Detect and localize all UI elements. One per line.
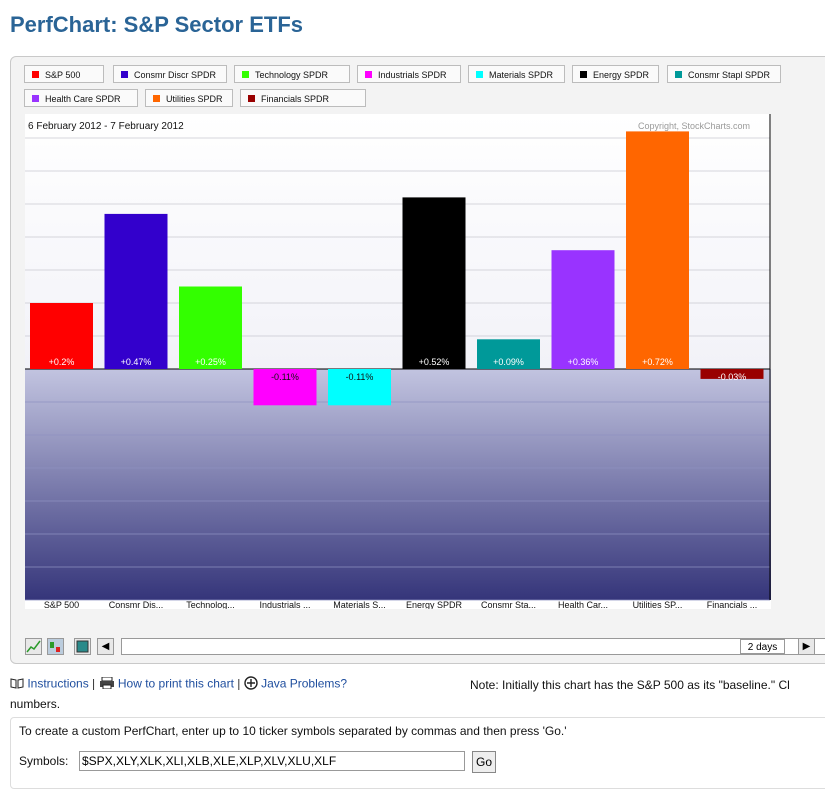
legend-swatch: [242, 71, 249, 78]
symbols-label: Symbols:: [19, 754, 69, 768]
bar: [626, 131, 689, 369]
bar: [402, 197, 466, 369]
plot-background-negative: [25, 369, 771, 600]
bar-data-label: +0.72%: [642, 357, 673, 367]
x-tick-label: Consmr Sta...: [481, 600, 536, 609]
legend-swatch: [365, 71, 372, 78]
legend-item[interactable]: Industrials SPDR: [357, 65, 461, 83]
legend-label: Consmr Discr SPDR: [134, 70, 217, 80]
legend-item[interactable]: S&P 500: [24, 65, 104, 83]
legend-label: Health Care SPDR: [45, 94, 121, 104]
legend-item[interactable]: Materials SPDR: [468, 65, 565, 83]
x-tick-label: Industrials ...: [259, 600, 310, 609]
legend-label: Industrials SPDR: [378, 70, 447, 80]
legend-item[interactable]: Consmr Discr SPDR: [113, 65, 227, 83]
printer-icon: [99, 676, 115, 692]
legend-label: Utilities SPDR: [166, 94, 223, 104]
legend-label: Financials SPDR: [261, 94, 330, 104]
instructions-link[interactable]: Instructions: [27, 676, 89, 691]
legend-swatch: [153, 95, 160, 102]
period-selector[interactable]: 2 days: [740, 639, 785, 654]
bar: [30, 303, 93, 369]
bar-data-label: +0.25%: [195, 357, 226, 367]
bar-data-label: +0.47%: [121, 357, 152, 367]
baseline-note-continued: numbers.: [10, 697, 61, 711]
x-tick-label: Materials S...: [333, 600, 386, 609]
java-problems-link[interactable]: Java Problems?: [261, 676, 348, 691]
legend-swatch: [248, 95, 255, 102]
bar-data-label: -0.11%: [346, 372, 374, 382]
chart-toolbar: ◀ ▶: [25, 638, 825, 656]
scroll-right-icon[interactable]: ▶: [798, 638, 815, 655]
time-scrollbar[interactable]: [121, 638, 825, 655]
legend-label: Consmr Stapl SPDR: [688, 70, 771, 80]
x-tick-label: Utilities SP...: [633, 600, 683, 609]
bar-data-label: -0.03%: [718, 372, 747, 382]
legend-label: S&P 500: [45, 70, 81, 80]
bar-data-label: -0.11%: [271, 372, 299, 382]
legend-swatch: [580, 71, 587, 78]
legend-label: Energy SPDR: [593, 70, 650, 80]
x-tick-label: Technolog...: [186, 600, 235, 609]
link-separator: |: [237, 676, 241, 691]
x-tick-label: Financials ...: [707, 600, 758, 609]
legend-item[interactable]: Technology SPDR: [234, 65, 350, 83]
bar: [700, 369, 764, 379]
x-label-band: [25, 600, 771, 609]
histogram-icon[interactable]: [74, 638, 91, 655]
bar: [179, 286, 242, 369]
bar: [551, 250, 615, 369]
perf-chart: 0.7%0.6%0.5%0.4%0.3%0.2%0.1%0.0%-0.1%-0.…: [25, 114, 771, 609]
bar-data-label: +0.52%: [419, 357, 450, 367]
help-links: Instructions | How to print this chart |…: [10, 676, 347, 693]
scroll-left-icon[interactable]: ◀: [97, 638, 114, 655]
bar-data-label: +0.09%: [493, 357, 524, 367]
x-tick-label: Energy SPDR: [406, 600, 463, 609]
java-icon: [244, 676, 258, 693]
copyright: Copyright, StockCharts.com: [638, 121, 751, 131]
link-separator: |: [92, 676, 96, 691]
print-link[interactable]: How to print this chart: [117, 676, 234, 691]
book-icon: [10, 677, 24, 692]
go-button[interactable]: Go: [472, 751, 496, 773]
bar: [253, 369, 317, 406]
legend-swatch: [121, 71, 128, 78]
bar-chart-icon[interactable]: [47, 638, 64, 655]
date-range: 6 February 2012 - 7 February 2012: [28, 121, 184, 132]
line-chart-icon[interactable]: [25, 638, 42, 655]
custom-instructions: To create a custom PerfChart, enter up t…: [19, 724, 567, 738]
legend-swatch: [32, 95, 39, 102]
x-tick-label: S&P 500: [44, 600, 79, 609]
legend-label: Technology SPDR: [255, 70, 329, 80]
legend-item[interactable]: Energy SPDR: [572, 65, 659, 83]
bar-data-label: +0.36%: [568, 357, 599, 367]
legend-swatch: [476, 71, 483, 78]
legend-item[interactable]: Consmr Stapl SPDR: [667, 65, 781, 83]
page-title: PerfChart: S&P Sector ETFs: [10, 12, 304, 37]
bar: [477, 339, 540, 369]
bar: [104, 213, 168, 369]
x-tick-label: Health Car...: [558, 600, 608, 609]
legend-item[interactable]: Utilities SPDR: [145, 89, 233, 107]
legend-label: Materials SPDR: [489, 70, 554, 80]
symbols-input[interactable]: [79, 751, 465, 771]
legend-swatch: [32, 71, 39, 78]
legend-item[interactable]: Financials SPDR: [240, 89, 366, 107]
baseline-note: Note: Initially this chart has the S&P 5…: [470, 678, 790, 692]
legend-swatch: [675, 71, 682, 78]
bar-data-label: +0.2%: [49, 357, 75, 367]
bar: [328, 369, 391, 406]
legend-item[interactable]: Health Care SPDR: [24, 89, 138, 107]
x-tick-label: Consmr Dis...: [109, 600, 164, 609]
